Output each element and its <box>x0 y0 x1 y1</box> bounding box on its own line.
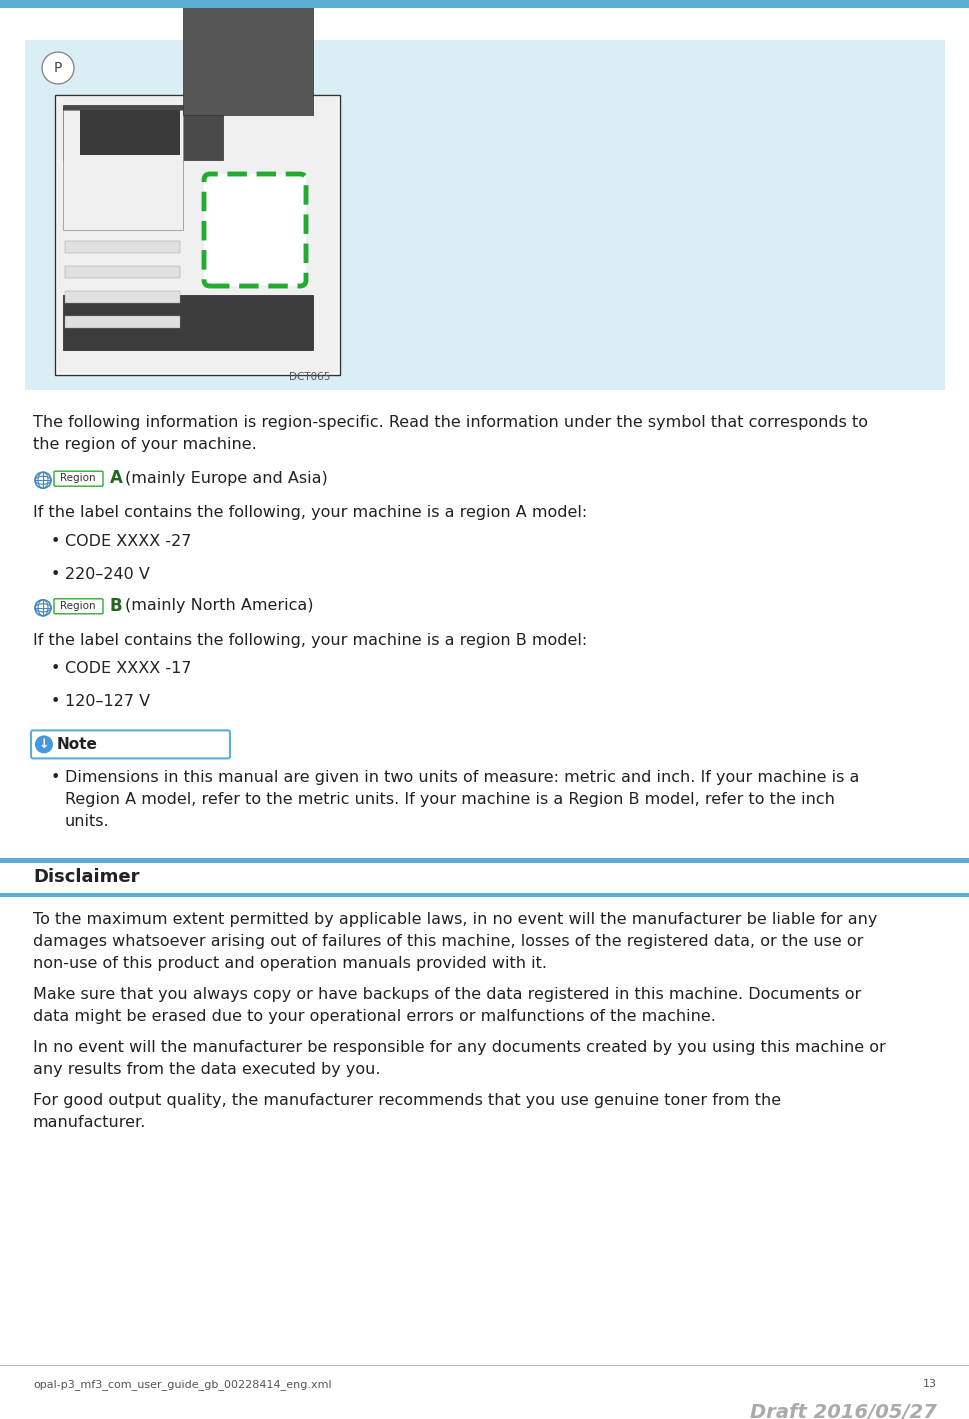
Bar <box>55 95 340 375</box>
Text: For good output quality, the manufacturer recommends that you use genuine toner : For good output quality, the manufacture… <box>33 1093 780 1108</box>
Text: In no event will the manufacturer be responsible for any documents created by yo: In no event will the manufacturer be res… <box>33 1040 885 1054</box>
Text: the region of your machine.: the region of your machine. <box>33 437 257 453</box>
FancyBboxPatch shape <box>54 471 103 487</box>
Text: The following information is region-specific. Read the information under the sym: The following information is region-spec… <box>33 414 867 430</box>
Bar <box>63 108 101 131</box>
Text: CODE XXXX -27: CODE XXXX -27 <box>65 534 191 549</box>
Bar <box>25 40 944 390</box>
Bar <box>79 111 180 155</box>
Text: If the label contains the following, your machine is a region B model:: If the label contains the following, you… <box>33 633 586 648</box>
Bar <box>0 858 969 863</box>
Text: Region A model, refer to the metric units. If your machine is a Region B model, : Region A model, refer to the metric unit… <box>65 792 834 807</box>
Bar <box>0 894 969 897</box>
Text: •: • <box>51 661 60 677</box>
Text: If the label contains the following, your machine is a region A model:: If the label contains the following, you… <box>33 505 586 521</box>
Text: Make sure that you always copy or have backups of the data registered in this ma: Make sure that you always copy or have b… <box>33 988 860 1002</box>
Bar <box>63 295 313 350</box>
Text: Note: Note <box>57 736 98 752</box>
Text: B: B <box>109 597 122 614</box>
Text: 120–127 V: 120–127 V <box>65 694 150 710</box>
Text: To the maximum extent permitted by applicable laws, in no event will the manufac: To the maximum extent permitted by appli… <box>33 912 877 928</box>
Text: •: • <box>51 771 60 785</box>
Text: Dimensions in this manual are given in two units of measure: metric and inch. If: Dimensions in this manual are given in t… <box>65 771 859 785</box>
Text: •: • <box>51 566 60 582</box>
Bar <box>65 291 180 304</box>
Text: CODE XXXX -17: CODE XXXX -17 <box>65 661 191 677</box>
Text: manufacturer.: manufacturer. <box>33 1115 146 1130</box>
Bar <box>65 265 180 278</box>
Text: data might be erased due to your operational errors or malfunctions of the machi: data might be erased due to your operati… <box>33 1009 715 1025</box>
Text: DCT065: DCT065 <box>289 372 329 382</box>
Bar <box>65 316 180 328</box>
Bar <box>63 105 223 160</box>
Text: •: • <box>51 534 60 549</box>
Circle shape <box>35 735 53 753</box>
Text: (mainly North America): (mainly North America) <box>125 599 313 613</box>
Text: Draft 2016/05/27: Draft 2016/05/27 <box>749 1403 936 1419</box>
FancyBboxPatch shape <box>54 599 103 614</box>
Text: opal-p3_mf3_com_user_guide_gb_00228414_eng.xml: opal-p3_mf3_com_user_guide_gb_00228414_e… <box>33 1379 331 1389</box>
Bar <box>65 241 180 253</box>
Bar <box>0 0 969 9</box>
Bar <box>63 111 183 230</box>
Text: damages whatsoever arising out of failures of this machine, losses of the regist: damages whatsoever arising out of failur… <box>33 934 862 949</box>
Circle shape <box>42 53 74 84</box>
Bar <box>183 0 313 115</box>
FancyBboxPatch shape <box>31 731 230 758</box>
Text: any results from the data executed by you.: any results from the data executed by yo… <box>33 1061 380 1077</box>
Text: (mainly Europe and Asia): (mainly Europe and Asia) <box>125 471 328 485</box>
Text: Region: Region <box>60 600 96 610</box>
Text: ↓: ↓ <box>39 738 49 751</box>
Text: units.: units. <box>65 815 109 829</box>
Text: non-use of this product and operation manuals provided with it.: non-use of this product and operation ma… <box>33 956 547 972</box>
Text: 220–240 V: 220–240 V <box>65 566 150 582</box>
Text: 13: 13 <box>922 1379 936 1389</box>
Bar <box>57 96 337 373</box>
Text: Region: Region <box>60 473 96 484</box>
Text: P: P <box>53 61 62 75</box>
Text: •: • <box>51 694 60 710</box>
Text: Disclaimer: Disclaimer <box>33 868 140 887</box>
FancyBboxPatch shape <box>203 175 305 287</box>
Text: A: A <box>109 470 123 487</box>
